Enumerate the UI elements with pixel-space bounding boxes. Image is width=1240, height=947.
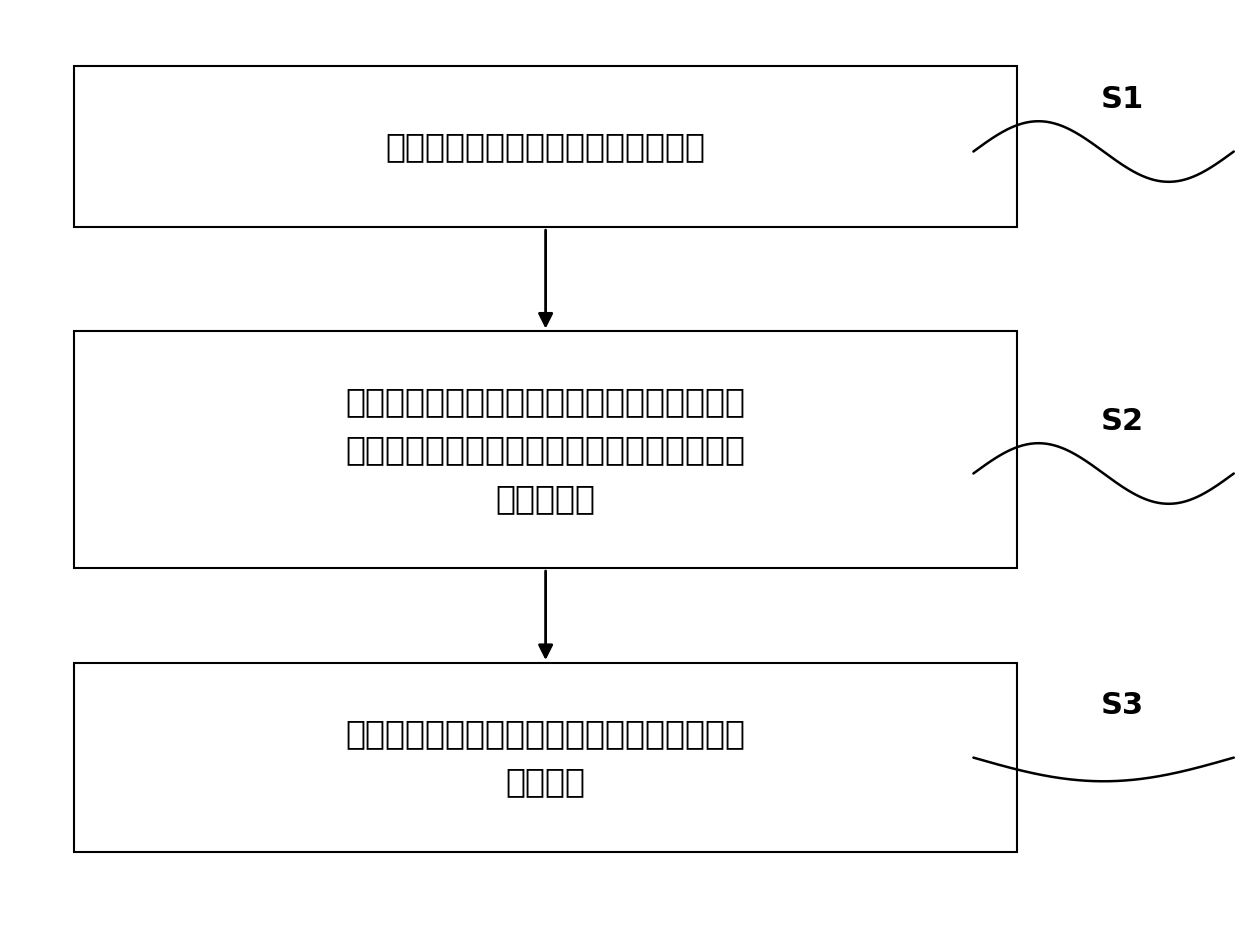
Text: S2: S2 xyxy=(1101,407,1143,436)
Text: S3: S3 xyxy=(1101,691,1143,720)
Text: 将待测拉祈固定在浮空器囊体材料上: 将待测拉祈固定在浮空器囊体材料上 xyxy=(386,131,706,163)
Bar xyxy=(74,331,1017,568)
Text: 将浮空器囊体材料安装在平面吹胀结构上，向
浮空器囊体材料与平面吹胀结构形成的封闭空
间内充气体: 将浮空器囊体材料安装在平面吹胀结构上，向 浮空器囊体材料与平面吹胀结构形成的封闭… xyxy=(346,384,745,515)
Text: S1: S1 xyxy=(1101,85,1143,114)
Text: 获取待测拉祈与浮空器囊体脱离时，待测拉祈
的承力值: 获取待测拉祈与浮空器囊体脱离时，待测拉祈 的承力值 xyxy=(346,717,745,798)
Bar xyxy=(74,66,1017,227)
Bar xyxy=(74,663,1017,852)
